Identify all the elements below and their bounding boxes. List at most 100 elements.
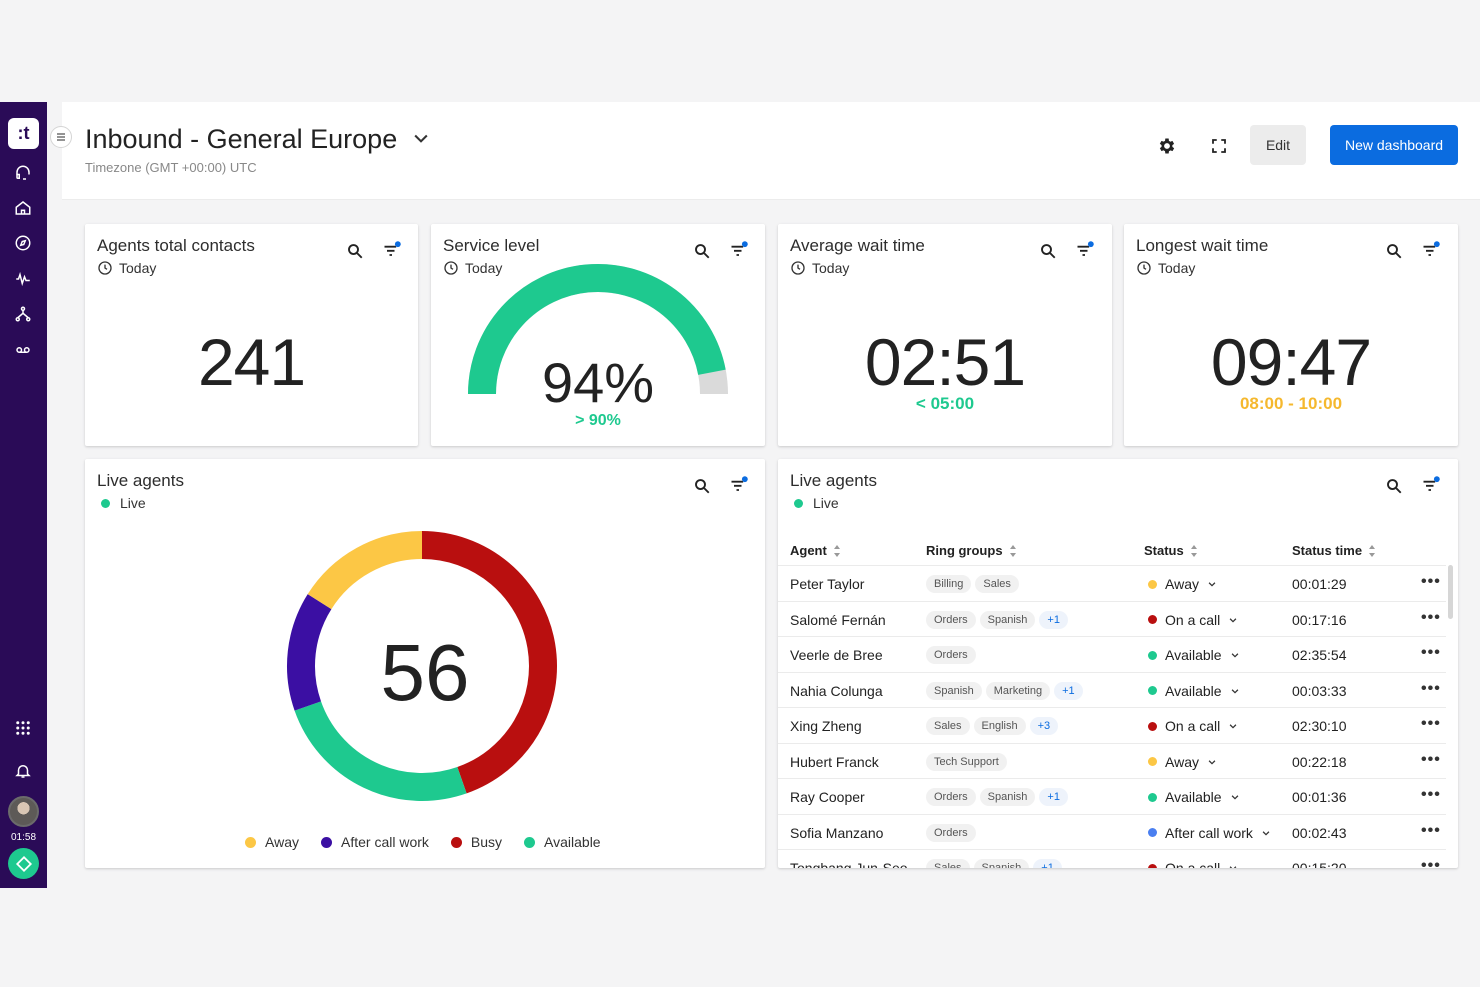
more-icon[interactable]: ••• [1421, 644, 1441, 661]
agent-name: Ray Cooper [790, 789, 865, 805]
legend-swatch [450, 836, 462, 848]
column-status[interactable]: Status [1144, 543, 1198, 558]
chevron-down-icon[interactable] [411, 128, 431, 148]
table-row[interactable]: Ray Cooper Orders Spanish +1 Available 00:01:… [778, 778, 1446, 814]
status-time: 00:02:43 [1292, 824, 1347, 841]
target-label: < 05:00 [915, 394, 975, 413]
new-dashboard-button[interactable]: New dashboard [1330, 125, 1458, 165]
ring-group-chip: Marketing [985, 681, 1051, 700]
avatar[interactable] [8, 796, 39, 827]
legend-item[interactable]: Available [524, 834, 601, 850]
table-row[interactable]: Hubert Franck Tech Support Away 00:22:18 ••• [778, 742, 1446, 779]
status-dropdown[interactable]: Away [1148, 576, 1217, 592]
ring-group-chip: Spanish [979, 788, 1036, 806]
chevron-down-icon [1262, 830, 1270, 836]
status-label: On a call [1165, 718, 1221, 734]
bell-icon[interactable] [11, 759, 35, 783]
logo-icon[interactable]: :t [8, 118, 39, 149]
status-dropdown[interactable]: Available [1148, 647, 1240, 663]
table-row[interactable]: Veerle de Bree Orders Available 02:35:54 ••• [778, 636, 1446, 672]
card-live-status: Live [790, 495, 839, 511]
flow-icon[interactable] [11, 302, 35, 326]
search-icon[interactable] [346, 242, 364, 260]
more-icon[interactable]: ••• [1421, 715, 1441, 732]
column-status-time[interactable]: Status time [1292, 543, 1376, 558]
more-icon[interactable]: ••• [1421, 857, 1441, 868]
more-icon[interactable]: ••• [1421, 608, 1441, 626]
filter-icon[interactable] [1421, 475, 1441, 495]
more-groups-chip[interactable]: +1 [1054, 681, 1083, 700]
table-row[interactable]: Peter Taylor Billing Sales Away 00:01:29 ••• [778, 565, 1446, 601]
gear-icon[interactable] [1155, 134, 1179, 158]
filter-icon[interactable] [1075, 240, 1095, 260]
more-icon[interactable]: ••• [1421, 821, 1441, 839]
status-dropdown[interactable]: Available [1148, 683, 1240, 699]
more-groups-chip[interactable]: +1 [1039, 610, 1068, 629]
home-icon[interactable] [11, 196, 35, 220]
search-icon[interactable] [1039, 242, 1057, 260]
filter-icon[interactable] [729, 475, 749, 495]
target-label: 08:00 - 10:00 [1239, 394, 1343, 413]
ring-group-chip: Spanish [979, 610, 1036, 629]
filter-icon[interactable] [1421, 240, 1441, 260]
search-icon[interactable] [693, 242, 711, 260]
more-icon[interactable]: ••• [1421, 786, 1441, 803]
table-scrollbar[interactable] [1448, 565, 1453, 619]
live-label: Live [120, 495, 146, 511]
headset-icon[interactable] [11, 161, 35, 185]
agent-status-button[interactable] [8, 848, 39, 879]
status-dropdown[interactable]: Away [1148, 754, 1217, 770]
call-timer: 01:58 [10, 832, 37, 843]
page-title: Inbound - General Europe [85, 124, 398, 154]
clock-icon [791, 261, 805, 275]
table-row[interactable]: Xing Zheng Sales English +3 On a call 02:30:1… [778, 707, 1446, 743]
status-dropdown[interactable]: On a call [1148, 612, 1238, 628]
compass-icon[interactable] [11, 231, 35, 255]
search-icon[interactable] [1385, 477, 1403, 495]
column-label: Ring groups [926, 543, 1003, 558]
edit-button[interactable]: Edit [1250, 125, 1306, 165]
status-time: 00:03:33 [1292, 682, 1347, 699]
table-row[interactable]: Nahia Colunga Spanish Marketing +1 Available… [778, 671, 1446, 708]
status-dropdown[interactable]: After call work [1148, 825, 1271, 841]
ring-groups: Spanish Marketing +1 [926, 681, 1087, 700]
more-groups-chip[interactable]: +1 [1033, 859, 1062, 868]
table-header: Agent Ring groups Status Status time [778, 535, 1458, 565]
waveform-icon[interactable] [11, 267, 35, 291]
more-icon[interactable]: ••• [1421, 573, 1441, 590]
donut-segment-after-call-work[interactable] [287, 594, 332, 711]
gauge-fill [468, 263, 726, 395]
fullscreen-icon[interactable] [1207, 134, 1231, 158]
metric-value: 241 [197, 325, 306, 399]
table-row[interactable]: Salomé Fernán Orders Spanish +1 On a call 00:… [778, 600, 1446, 637]
donut-total: 56 [380, 628, 470, 717]
column-agent[interactable]: Agent [790, 543, 841, 558]
voicemail-icon[interactable] [11, 338, 35, 362]
table-row[interactable]: Sofia Manzano Orders After call work 00:02:… [778, 813, 1446, 850]
collapse-sidebar-button[interactable] [50, 126, 72, 148]
filter-icon[interactable] [382, 240, 402, 260]
apps-grid-icon[interactable] [11, 716, 35, 740]
legend-item[interactable]: Away [245, 834, 299, 850]
table-row[interactable]: Tongbang Jun-Seo Sales Spanish +1 On a call 0… [778, 849, 1446, 868]
search-icon[interactable] [1385, 242, 1403, 260]
search-icon[interactable] [693, 477, 711, 495]
column-label: Agent [790, 543, 827, 558]
donut-segment-away[interactable] [307, 531, 423, 610]
legend-item[interactable]: Busy [450, 834, 502, 850]
more-icon[interactable]: ••• [1421, 679, 1441, 697]
legend-item[interactable]: After call work [320, 834, 429, 850]
column-ring-groups[interactable]: Ring groups [926, 543, 1017, 558]
more-icon[interactable]: ••• [1421, 750, 1441, 768]
donut-segment-available[interactable] [294, 701, 467, 801]
donut-segment-busy[interactable] [421, 531, 557, 794]
status-dropdown[interactable]: On a call [1148, 718, 1238, 734]
filter-icon[interactable] [729, 240, 749, 260]
agent-name: Peter Taylor [790, 576, 865, 592]
more-groups-chip[interactable]: +1 [1039, 788, 1068, 806]
status-dropdown[interactable]: On a call [1148, 860, 1238, 868]
more-groups-chip[interactable]: +3 [1029, 717, 1059, 735]
app-frame: :t 01:58 [0, 102, 1480, 888]
status-dropdown[interactable]: Available [1148, 789, 1240, 805]
agent-name: Nahia Colunga [790, 682, 883, 699]
